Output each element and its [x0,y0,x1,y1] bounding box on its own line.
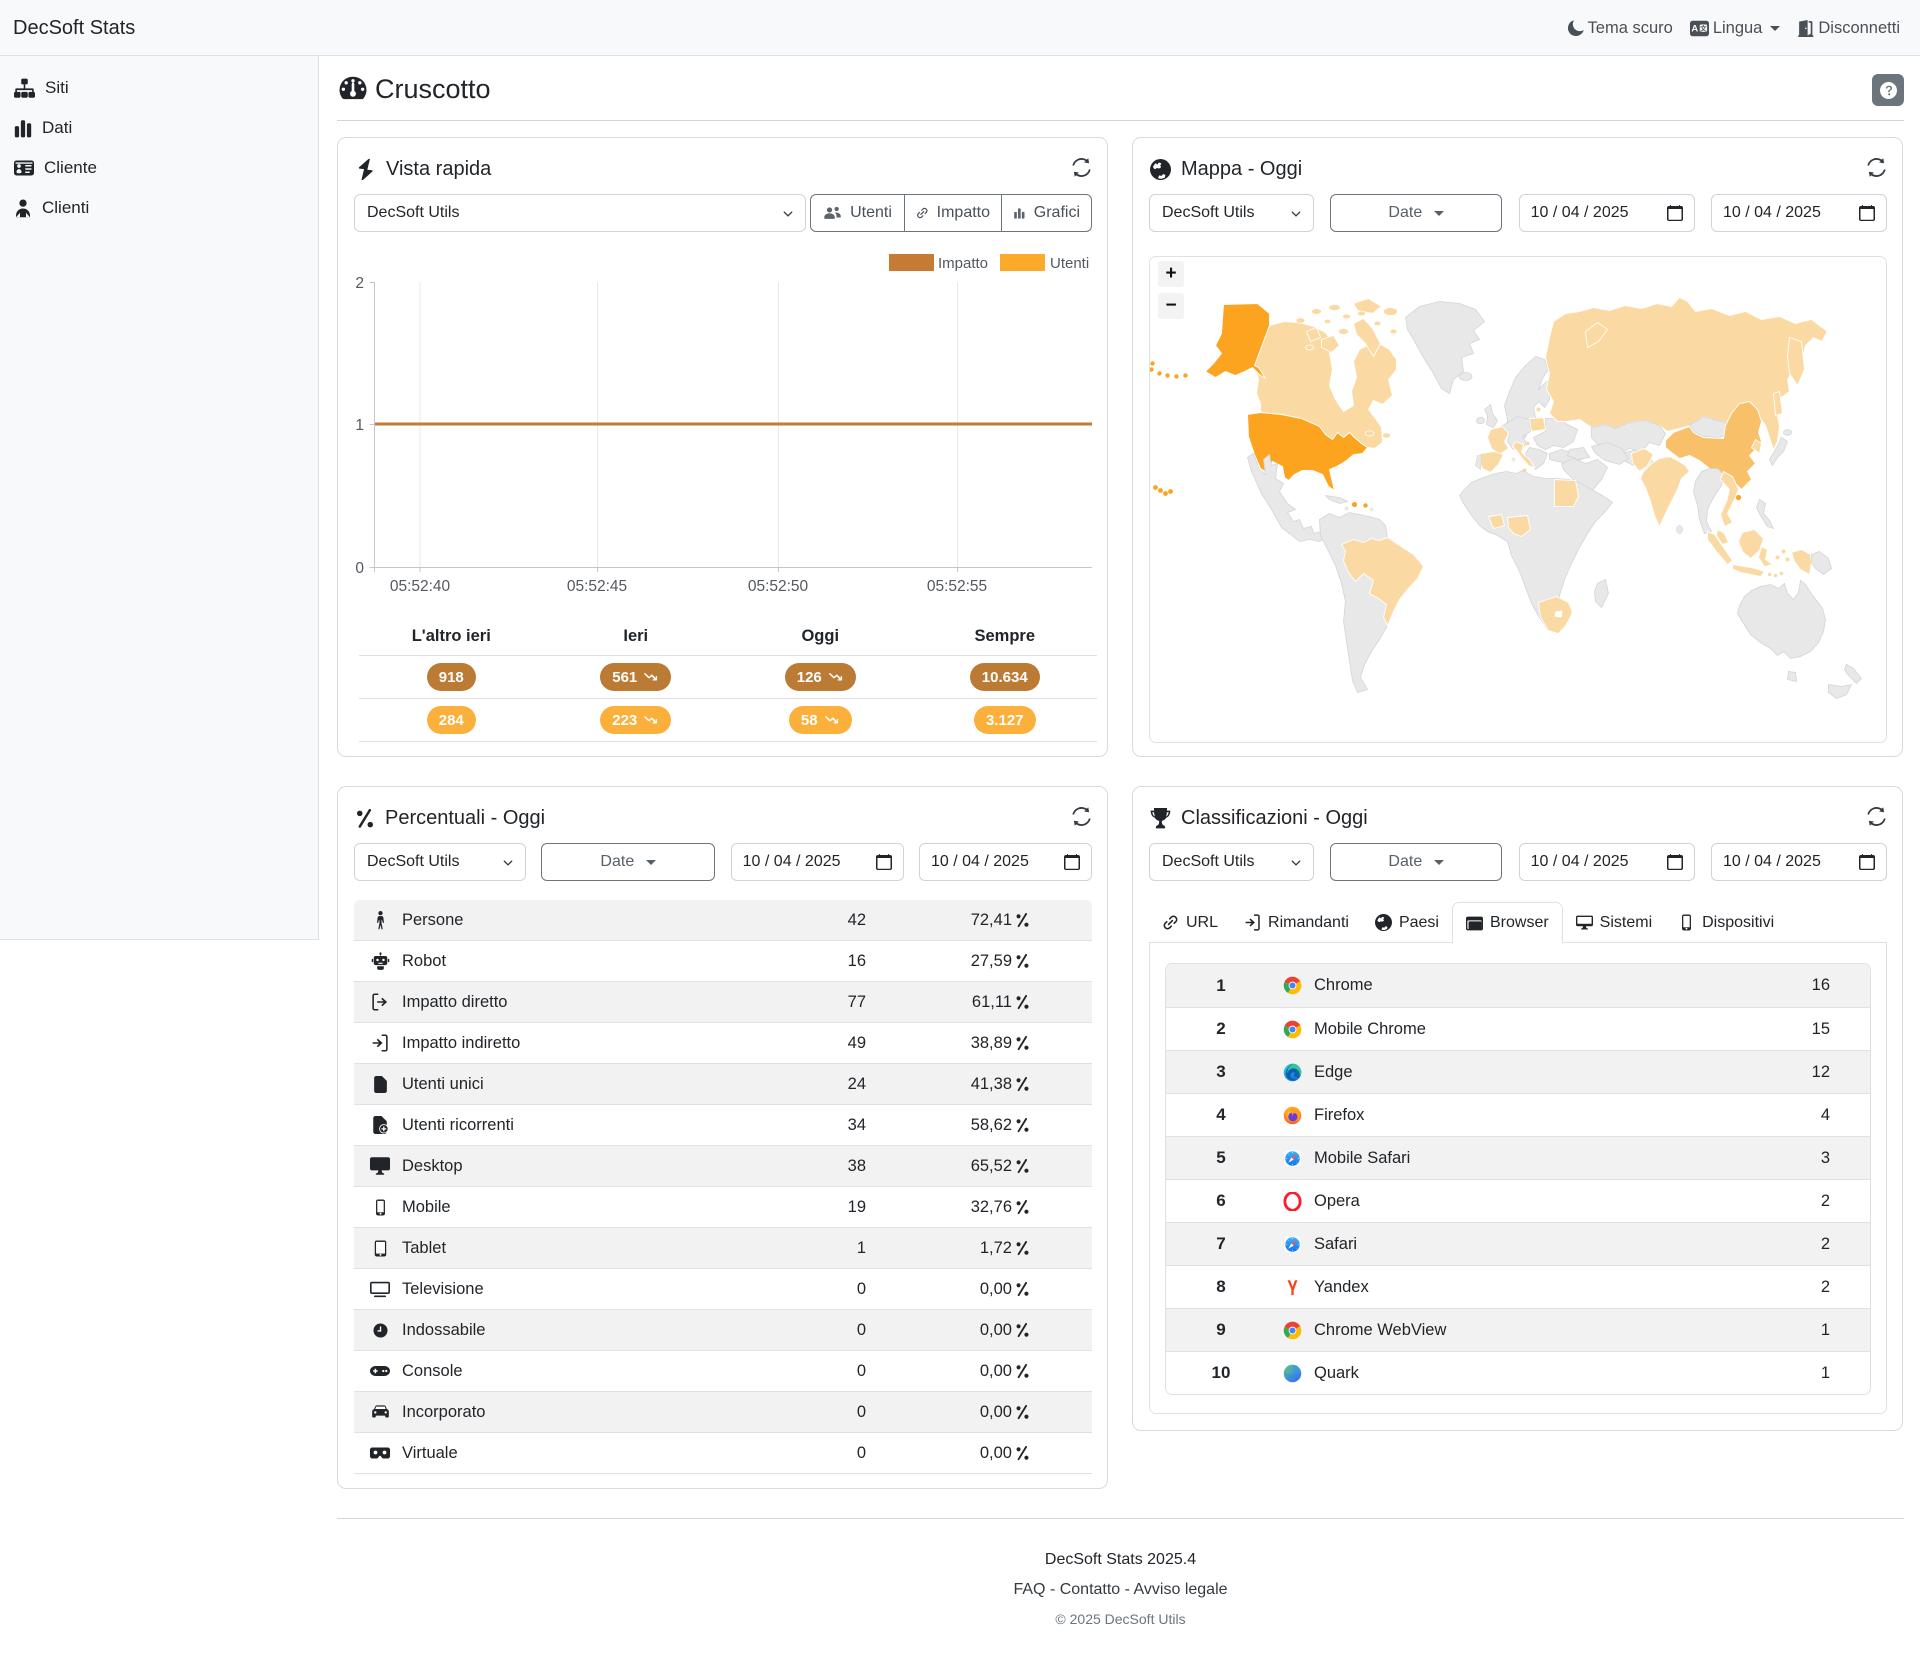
svg-text:1: 1 [355,417,364,434]
svg-text:Utenti: Utenti [1050,255,1089,272]
svg-text:05:52:55: 05:52:55 [927,578,987,595]
svg-text:2: 2 [355,275,364,292]
svg-text:05:52:40: 05:52:40 [390,578,451,595]
svg-text:05:52:50: 05:52:50 [748,578,809,595]
svg-text:05:52:45: 05:52:45 [567,578,627,595]
svg-text:0: 0 [355,560,364,577]
svg-text:Impatto: Impatto [938,255,988,272]
